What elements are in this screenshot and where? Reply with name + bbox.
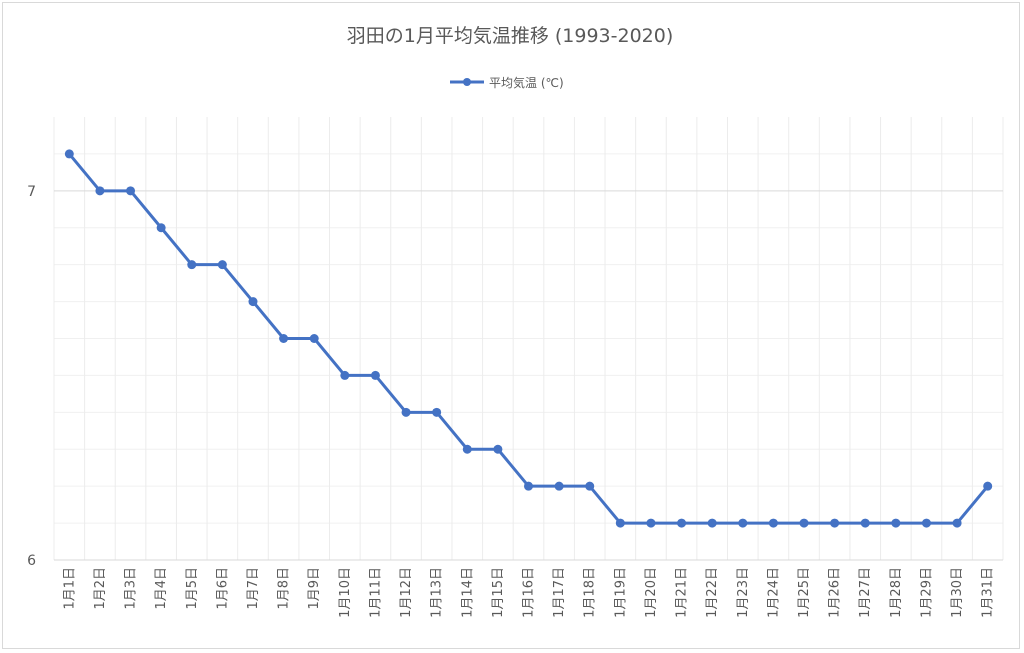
- data-point: [401, 407, 411, 417]
- data-point: [524, 481, 533, 491]
- data-point: [952, 518, 962, 528]
- data-point: [279, 334, 289, 343]
- y-tick-label: 7: [27, 184, 36, 200]
- x-tick-label: 1月28日: [889, 567, 904, 618]
- series-temperature: [64, 149, 993, 528]
- data-point: [217, 260, 227, 270]
- x-tick-label: 1月24日: [766, 567, 781, 618]
- data-point: [248, 297, 258, 307]
- x-tick-label: 1月13日: [430, 567, 445, 618]
- data-point: [432, 407, 442, 417]
- x-tick-label: 1月11日: [368, 567, 383, 618]
- y-tick-label: 6: [27, 553, 36, 569]
- x-tick-label: 1月30日: [950, 567, 965, 618]
- data-point: [677, 518, 687, 528]
- data-point: [64, 149, 74, 159]
- x-tick-label: 1月31日: [981, 567, 996, 618]
- data-point: [768, 518, 778, 528]
- data-point: [554, 481, 564, 491]
- x-tick-label: 1月14日: [460, 567, 475, 618]
- data-point: [493, 444, 503, 454]
- x-axis-ticks: 1月1日 1月2日 1月3日 1月4日 1月5日 1月6日 1月7日 1月8日 1月9日 1月10…: [62, 567, 995, 618]
- data-point: [340, 370, 350, 380]
- x-tick-label: 1月15日: [491, 567, 506, 618]
- data-point: [921, 518, 931, 528]
- chart-title: 羽田の1月平均気温推移 (1993-2020): [347, 25, 674, 47]
- data-point: [860, 518, 870, 528]
- x-tick-label: 1月3日: [124, 567, 139, 610]
- x-tick-label: 1月9日: [307, 567, 322, 610]
- legend-point-marker: [463, 78, 471, 86]
- data-point: [799, 518, 809, 528]
- data-point: [983, 481, 993, 491]
- x-tick-label: 1月10日: [338, 567, 353, 618]
- data-point: [891, 518, 901, 528]
- x-tick-label: 1月4日: [154, 567, 169, 610]
- y-axis-ticks: 67: [27, 184, 36, 569]
- x-tick-label: 1月27日: [858, 567, 873, 618]
- data-point: [462, 444, 472, 454]
- x-tick-label: 1月19日: [613, 567, 628, 618]
- data-point: [707, 518, 717, 528]
- data-point: [585, 481, 595, 491]
- x-tick-label: 1月12日: [399, 567, 414, 618]
- data-point: [156, 223, 166, 233]
- data-point: [615, 518, 625, 528]
- x-tick-label: 1月18日: [583, 567, 598, 618]
- x-tick-label: 1月22日: [705, 567, 720, 618]
- x-tick-label: 1月29日: [919, 567, 934, 618]
- x-tick-label: 1月8日: [277, 567, 292, 610]
- x-tick-label: 1月26日: [828, 567, 843, 618]
- x-tick-label: 1月16日: [522, 567, 537, 618]
- data-point: [309, 334, 319, 343]
- data-point: [370, 370, 380, 380]
- data-point: [126, 186, 136, 196]
- x-tick-label: 1月17日: [552, 567, 567, 618]
- x-tick-label: 1月21日: [675, 567, 690, 618]
- x-tick-label: 1月5日: [185, 567, 200, 610]
- x-tick-label: 1月2日: [93, 567, 108, 610]
- legend: 平均気温 (℃): [450, 75, 564, 90]
- x-tick-label: 1月25日: [797, 567, 812, 618]
- minor-gridlines: [53, 117, 1004, 560]
- x-tick-label: 1月1日: [62, 567, 77, 610]
- x-tick-label: 1月23日: [736, 567, 751, 618]
- data-point: [830, 518, 840, 528]
- data-point: [738, 518, 748, 528]
- x-tick-label: 1月7日: [246, 567, 261, 610]
- data-point: [187, 260, 197, 270]
- data-point: [646, 518, 656, 528]
- legend-label: 平均気温 (℃): [489, 75, 564, 90]
- x-tick-label: 1月6日: [215, 567, 230, 610]
- x-tick-label: 1月20日: [644, 567, 659, 618]
- data-point: [95, 186, 105, 196]
